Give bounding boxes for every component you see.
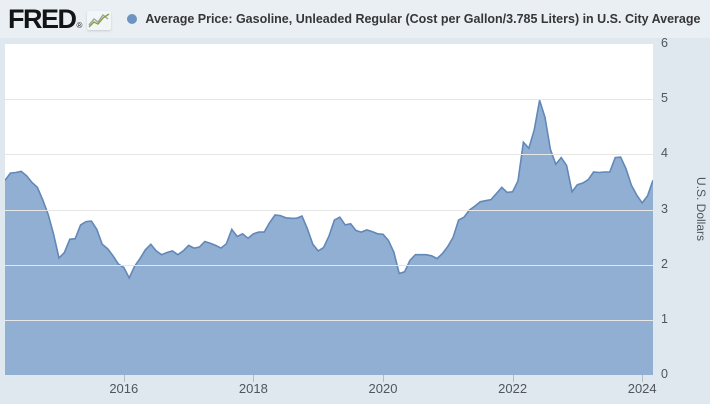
y-axis-title: U.S. Dollars [694, 177, 708, 242]
fred-logo[interactable]: FRED ® [8, 4, 112, 34]
gridline-2 [5, 264, 653, 266]
series-legend-dot [127, 14, 138, 24]
x-tick-label-2020: 2020 [368, 381, 398, 396]
y-tick-label-3: 3 [661, 201, 668, 216]
fred-sparkline-icon [87, 11, 112, 30]
registered-trademark: ® [76, 21, 83, 30]
y-tick-label-5: 5 [661, 91, 668, 106]
y-tick-label-6: 6 [661, 36, 668, 50]
graph-header: FRED ® Average Price: Gasoline, Unleaded… [0, 0, 710, 38]
gridline-5 [5, 99, 653, 101]
x-tick-label-2016: 2016 [109, 381, 139, 396]
x-tick-2018 [253, 375, 255, 382]
series-legend-label: Average Price: Gasoline, Unleaded Regula… [145, 12, 701, 26]
gridline-1 [5, 319, 653, 321]
y-tick-label-4: 4 [661, 146, 668, 161]
y-tick-label-2: 2 [661, 256, 668, 271]
x-tick-label-2022: 2022 [498, 381, 528, 396]
x-tick-2022 [512, 375, 514, 382]
gridline-3 [5, 209, 653, 211]
gridline-4 [5, 154, 653, 156]
x-tick-label-2024: 2024 [627, 381, 657, 396]
plot-area[interactable] [5, 44, 653, 375]
y-tick-label-0: 0 [661, 367, 668, 381]
y-tick-label-1: 1 [661, 311, 668, 326]
x-tick-2016 [123, 375, 125, 382]
x-tick-2024 [642, 375, 644, 382]
series-legend: Average Price: Gasoline, Unleaded Regula… [127, 12, 700, 26]
x-tick-2020 [383, 375, 384, 382]
price-line [5, 100, 653, 280]
fred-wordmark: FRED [8, 4, 77, 34]
x-tick-label-2018: 2018 [238, 381, 268, 396]
area-chart-svg [5, 100, 653, 375]
